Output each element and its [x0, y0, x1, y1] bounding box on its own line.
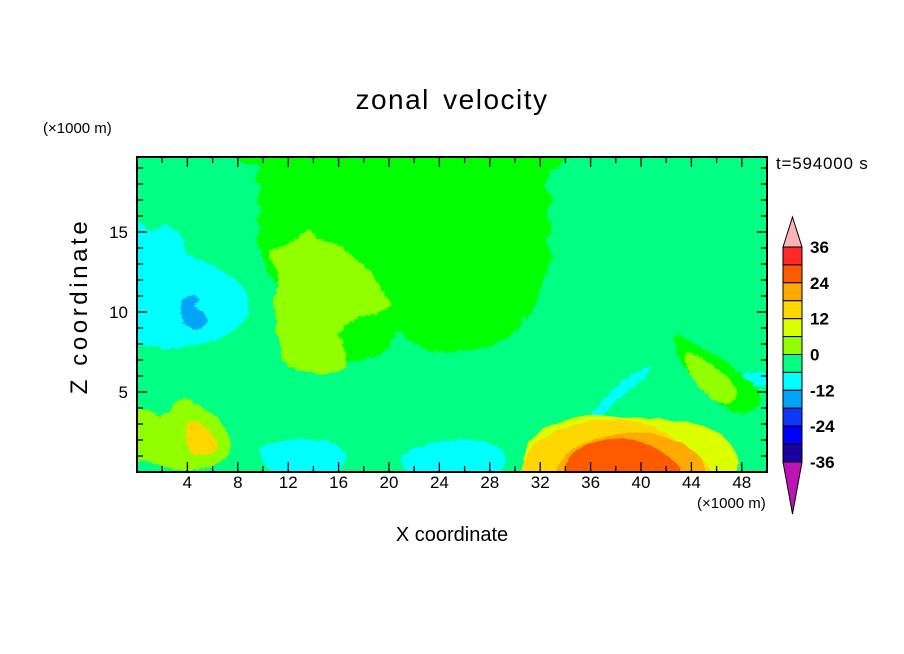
svg-text:44: 44: [682, 473, 701, 492]
svg-text:12: 12: [279, 473, 298, 492]
svg-text:20: 20: [380, 473, 399, 492]
svg-text:4: 4: [183, 473, 192, 492]
svg-text:36: 36: [810, 238, 829, 257]
svg-text:8: 8: [233, 473, 242, 492]
svg-text:48: 48: [732, 473, 751, 492]
svg-text:-24: -24: [810, 417, 835, 436]
svg-text:10: 10: [109, 303, 128, 322]
svg-text:-36: -36: [810, 453, 835, 472]
svg-text:0: 0: [810, 346, 819, 365]
svg-text:40: 40: [632, 473, 651, 492]
svg-text:12: 12: [810, 310, 829, 329]
svg-text:16: 16: [329, 473, 348, 492]
svg-text:24: 24: [810, 274, 829, 293]
svg-text:15: 15: [109, 223, 128, 242]
svg-text:5: 5: [119, 383, 128, 402]
svg-text:28: 28: [480, 473, 499, 492]
svg-text:24: 24: [430, 473, 449, 492]
svg-text:-12: -12: [810, 381, 835, 400]
svg-text:32: 32: [531, 473, 550, 492]
svg-text:36: 36: [581, 473, 600, 492]
